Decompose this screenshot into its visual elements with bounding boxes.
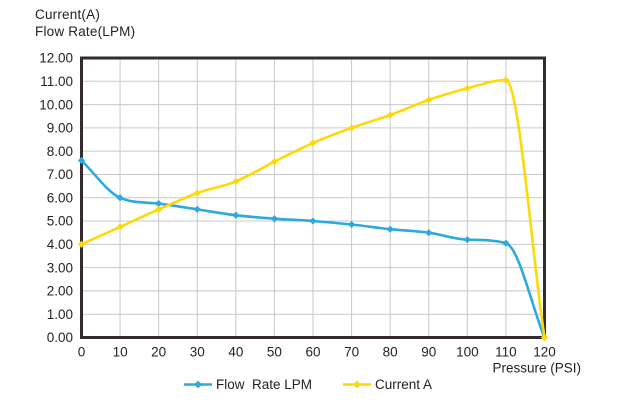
legend-item-current: Current A [342,377,432,392]
x-tick-label: 30 [190,345,205,360]
current-legend-marker [343,380,372,389]
data-point-marker-flow-rate-lpm [232,211,240,219]
y-tick-label: 6.00 [47,190,73,205]
data-point-marker-current-a [386,111,394,119]
x-tick-label: 110 [495,345,517,360]
data-point-marker-flow-rate-lpm [77,156,86,165]
legend-label-flow-rate: Flow Rate LPM [216,377,313,392]
data-point-marker-current-a [425,96,433,104]
data-point-marker-flow-rate-lpm [347,220,356,229]
data-point-marker-flow-rate-lpm [309,217,317,225]
y-tick-label: 0.00 [47,330,73,345]
x-tick-label: 90 [421,345,436,360]
y-tick-label: 10.00 [39,97,73,112]
data-point-marker-current-a [502,76,510,84]
y-axis-title: Current(A) Flow Rate(LPM) [35,6,135,40]
data-point-marker-current-a [155,205,163,213]
legend-item-flow-rate: Flow Rate LPM [183,377,312,392]
x-tick-label: 10 [113,345,128,360]
data-point-marker-flow-rate-lpm [193,205,201,213]
data-point-marker-current-a [77,240,86,248]
y-tick-label: 12.00 [39,51,73,66]
x-tick-label: 20 [151,345,166,360]
y-tick-label: 9.00 [47,121,73,136]
data-point-marker-current-a [270,158,279,166]
series-current-a [77,76,549,342]
x-tick-label: 40 [228,345,243,360]
x-tick-label: 0 [78,345,86,360]
data-point-marker-current-a [116,223,124,231]
plot-frame [80,56,546,339]
data-point-marker-flow-rate-lpm [425,229,433,237]
x-tick-label: 80 [383,345,398,360]
x-tick-label: 70 [344,345,359,360]
x-tick-label: 120 [533,345,556,360]
data-point-marker-current-a [347,124,356,132]
x-tick-label: 100 [456,345,479,360]
y-tick-label: 7.00 [47,167,73,182]
legend-label-current: Current A [375,377,433,392]
data-point-marker-flow-rate-lpm [270,215,279,223]
data-point-marker-current-a [463,84,471,92]
data-point-marker-flow-rate-lpm [502,239,510,247]
data-point-marker-flow-rate-lpm [463,236,471,244]
y-tick-label: 8.00 [47,144,73,159]
data-point-marker-current-a [309,139,317,147]
y-tick-labels: 0.00 1.00 2.00 3.00 4.00 5.00 6.00 7.00 8.00 9.00… [39,51,73,346]
data-point-marker-current-a [540,333,549,342]
y-tick-label: 4.00 [47,237,73,252]
gridlines [81,58,545,338]
data-point-marker-flow-rate-lpm [116,194,124,202]
y-axis-title-flow-rate: Flow Rate(LPM) [35,24,136,39]
y-tick-label: 2.00 [47,284,73,299]
y-axis-title-current: Current(A) [35,7,101,22]
y-tick-label: 5.00 [47,214,73,229]
data-point-marker-current-a [232,177,240,186]
data-point-marker-flow-rate-lpm [386,225,394,233]
x-tick-label: 60 [305,345,320,360]
y-tick-label: 11.00 [40,74,73,89]
x-tick-label: 50 [267,345,282,360]
x-tick-labels: 0 10 20 30 40 50 60 70 80 90 100 110 120 [78,345,556,360]
y-tick-label: 3.00 [47,260,73,275]
legend: Flow Rate LPM Current A [183,377,432,392]
x-axis-label: Pressure (PSI) [492,361,581,376]
y-tick-label: 1.00 [47,307,73,322]
data-point-marker-current-a [193,189,201,197]
flow-rate-legend-marker [184,380,212,389]
data-point-marker-flow-rate-lpm [155,199,163,208]
